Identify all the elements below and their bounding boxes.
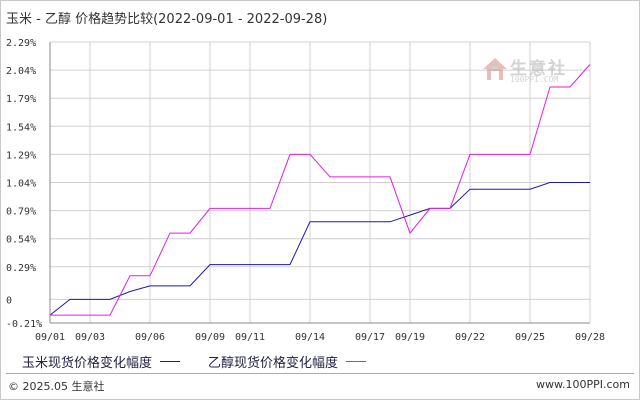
y-tick-label: 0 — [6, 295, 12, 306]
y-tick-label: 0.54% — [6, 235, 36, 246]
y-tick-label: 1.29% — [6, 150, 36, 161]
y-tick-label: 0.79% — [6, 207, 36, 218]
footer-site-link[interactable]: www.100PPI.com — [536, 378, 630, 391]
chart-title: 玉米 - 乙醇 价格趋势比较(2022-09-01 - 2022-09-28) — [6, 12, 328, 27]
series-line-corn — [49, 182, 590, 316]
y-tick-label: 1.54% — [6, 122, 36, 133]
x-tick-label: 09/06 — [135, 332, 165, 343]
watermark-text: 生意社 — [510, 59, 567, 79]
legend-label-ethanol: 乙醇现货价格变化幅度 — [208, 356, 339, 371]
legend-label-corn: 玉米现货价格变化幅度 — [22, 356, 153, 371]
x-tick-label: 09/03 — [75, 332, 105, 343]
footer-copyright: © 2025.05 生意社 — [8, 380, 105, 393]
y-tick-label: 2.29% — [6, 38, 36, 49]
legend-item-ethanol: 乙醇现货价格变化幅度 — [208, 352, 367, 371]
y-tick-label: 1.79% — [6, 94, 36, 105]
watermark: 生意社 100PPI.COM — [482, 56, 592, 90]
y-tick-label: 2.04% — [6, 66, 36, 77]
legend-swatch-ethanol — [346, 361, 367, 362]
legend-item-corn: 玉米现货价格变化幅度 — [22, 352, 181, 371]
watermark-url: 100PPI.COM — [510, 75, 559, 84]
house-logo-icon — [483, 58, 507, 80]
footer-divider — [6, 373, 634, 374]
x-tick-label: 09/09 — [195, 332, 225, 343]
y-tick-label: 1.04% — [6, 179, 36, 190]
y-tick-label: 0.29% — [6, 263, 36, 274]
x-tick-label: 09/22 — [455, 332, 485, 343]
x-tick-label: 09/19 — [395, 332, 425, 343]
legend-swatch-corn — [160, 361, 181, 362]
x-tick-label: 09/01 — [35, 332, 65, 343]
chart-legend: 玉米现货价格变化幅度 乙醇现货价格变化幅度 — [22, 352, 394, 371]
x-tick-label: 09/28 — [575, 332, 605, 343]
series-line-ethanol — [50, 64, 591, 316]
x-tick-label: 09/25 — [515, 332, 545, 343]
x-tick-label: 09/11 — [235, 332, 265, 343]
x-tick-label: 09/17 — [355, 332, 385, 343]
x-tick-label: 09/14 — [295, 332, 325, 343]
y-tick-label: -0.21% — [6, 319, 42, 330]
